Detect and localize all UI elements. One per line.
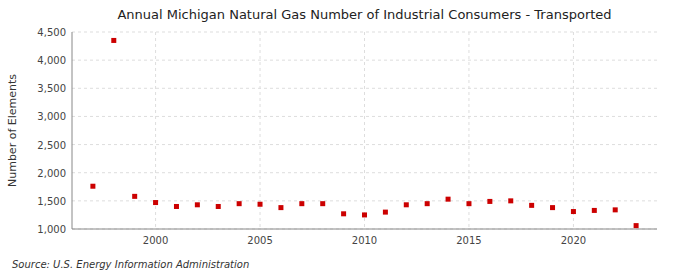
- point: [466, 201, 471, 206]
- axes: 1,000 1,500 2,000 2,500 3,000 3,500 4,000 4,500…: [37, 27, 657, 246]
- title: Annual Michigan Natural Gas Number of In…: [117, 7, 611, 22]
- y-tick-label: 3,500: [37, 83, 66, 94]
- point: [174, 204, 179, 209]
- source: Source: U.S. Energy Information Administ…: [12, 259, 249, 270]
- y-grid-line: [72, 144, 657, 145]
- point: [195, 202, 200, 207]
- x-grid-line: [155, 32, 156, 229]
- x-grid-line: [260, 32, 261, 229]
- grid: [72, 32, 657, 229]
- point: [550, 205, 555, 210]
- x-tick-label: 2020: [561, 235, 586, 246]
- point: [320, 201, 325, 206]
- point: [237, 201, 242, 206]
- point: [404, 202, 409, 207]
- point: [508, 198, 513, 203]
- point: [132, 194, 137, 199]
- x-grid-line: [364, 32, 365, 229]
- point: [487, 199, 492, 204]
- y-axis-label: Number of Elements: [6, 74, 19, 187]
- point: [299, 201, 304, 206]
- y-tick-label: 4,000: [37, 55, 66, 66]
- point: [613, 207, 618, 212]
- point: [90, 184, 95, 189]
- point: [592, 208, 597, 213]
- points: [90, 38, 638, 228]
- x-tick-label: 2015: [456, 235, 481, 246]
- point: [216, 204, 221, 209]
- y-tick-label: 2,000: [37, 168, 66, 179]
- point: [446, 197, 451, 202]
- point: [362, 212, 367, 217]
- point: [111, 38, 116, 43]
- y-tick-label: 2,500: [37, 140, 66, 151]
- point: [425, 201, 430, 206]
- y-tick-label: 3,000: [37, 111, 66, 122]
- point: [341, 211, 346, 216]
- x-tick-label: 2000: [143, 235, 168, 246]
- point: [278, 205, 283, 210]
- x-tick-label: 2005: [247, 235, 272, 246]
- x-tick-label: 2010: [352, 235, 377, 246]
- x-grid-line: [468, 32, 469, 229]
- y-axis-line: [72, 32, 73, 229]
- y-tick-label: 4,500: [37, 27, 66, 38]
- y-tick-label: 1,500: [37, 196, 66, 207]
- y-grid-line: [72, 60, 657, 61]
- point: [571, 209, 576, 214]
- point: [153, 200, 158, 205]
- chart-svg: Annual Michigan Natural Gas Number of In…: [0, 0, 675, 275]
- chart-container: Annual Michigan Natural Gas Number of In…: [0, 0, 675, 275]
- y-grid-line: [72, 229, 657, 230]
- x-axis-line: [72, 229, 657, 230]
- point: [258, 202, 263, 207]
- point: [529, 203, 534, 208]
- point: [634, 223, 639, 228]
- x-grid-line: [573, 32, 574, 229]
- point: [383, 210, 388, 215]
- y-tick-label: 1,000: [37, 224, 66, 235]
